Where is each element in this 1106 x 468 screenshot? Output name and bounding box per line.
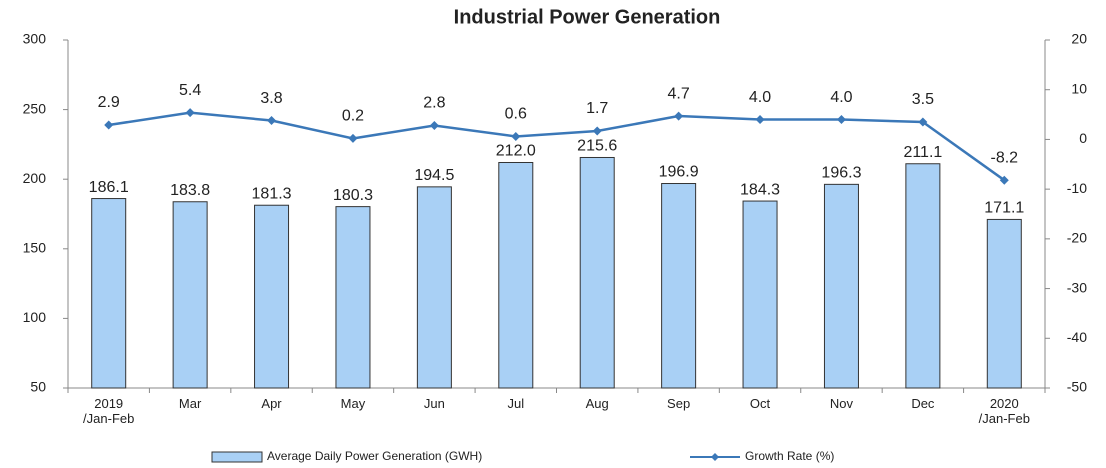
y2-tick-label: -50 [1067, 379, 1087, 395]
x-tick-label: Nov [829, 396, 854, 411]
line-marker [592, 126, 602, 136]
y2-tick-label: 20 [1071, 31, 1087, 47]
legend-marker [711, 453, 719, 461]
bar [498, 161, 534, 389]
x-tick-label: Dec [911, 396, 935, 411]
line-marker [185, 108, 195, 118]
line-marker [104, 120, 114, 130]
bar-value-label: 184.3 [740, 181, 780, 198]
y-tick-label: 300 [23, 31, 47, 47]
bar [91, 198, 127, 389]
bar [905, 163, 941, 389]
x-tick-label: Sep [667, 396, 691, 411]
x-tick-label: Mar [178, 396, 202, 411]
x-tick-label: Oct [749, 396, 771, 411]
line-marker [918, 117, 928, 127]
x-tick-label: May [340, 396, 366, 411]
legend-label: Growth Rate (%) [745, 449, 834, 463]
bar [986, 218, 1022, 389]
bar-value-label: 211.1 [903, 144, 942, 161]
bar [661, 183, 697, 389]
line-marker [267, 116, 277, 126]
x-tick-label: Jun [423, 396, 445, 411]
line-value-label: 5.4 [179, 82, 201, 99]
bar-value-label: 183.8 [170, 182, 210, 199]
x-tick-label: Apr [261, 396, 282, 411]
chart-title: Industrial Power Generation [454, 6, 721, 28]
y-tick-label: 150 [23, 240, 47, 256]
y-tick-label: 250 [23, 100, 47, 116]
x-tick-label: 2020 /Jan-Feb [978, 396, 1030, 426]
line-value-label: 3.5 [912, 91, 934, 108]
y2-tick-label: -20 [1067, 230, 1087, 246]
y2-tick-label: -40 [1067, 329, 1087, 345]
y2-tick-label: -10 [1067, 180, 1087, 196]
line [108, 111, 1006, 182]
line-value-label: 3.8 [260, 90, 282, 107]
y-tick-label: 200 [23, 170, 47, 186]
line-value-label: 2.9 [98, 94, 120, 111]
line-value-label: 4.7 [668, 85, 690, 102]
legend-label: Average Daily Power Generation (GWH) [267, 449, 482, 463]
bar [416, 186, 452, 389]
bar-value-label: 194.5 [414, 167, 454, 184]
line-marker [511, 131, 521, 141]
x-tick-label: Aug [585, 396, 609, 411]
bar-value-label: 180.3 [333, 187, 373, 204]
y-tick-label: 100 [23, 309, 47, 325]
line-marker [836, 115, 846, 125]
legend-swatch [211, 451, 263, 463]
y2-tick-label: 10 [1071, 80, 1087, 96]
line-value-label: 0.6 [505, 106, 527, 123]
bar [742, 200, 778, 389]
line-value-label: 4.0 [749, 89, 771, 106]
y2-tick-label: 0 [1079, 130, 1087, 146]
bar-value-label: 186.1 [89, 179, 129, 196]
line-value-label: 4.0 [830, 89, 852, 106]
bar [172, 201, 208, 389]
bar [823, 183, 859, 389]
line-value-label: 2.8 [423, 95, 445, 112]
line-value-label: 0.2 [342, 108, 364, 125]
line-marker [755, 115, 765, 125]
line-marker [348, 133, 358, 143]
bar-value-label: 215.6 [577, 138, 617, 155]
x-tick-label: Jul [507, 396, 525, 411]
bar-value-label: 212.0 [496, 143, 536, 160]
y2-tick-label: -30 [1067, 279, 1087, 295]
line-value-label: 1.7 [586, 100, 608, 117]
bar [254, 204, 290, 389]
bar [579, 156, 615, 389]
bar-value-label: 181.3 [252, 185, 292, 202]
bar-value-label: 171.1 [984, 200, 1024, 217]
line-value-label: -8.2 [991, 149, 1019, 166]
line-marker [674, 111, 684, 121]
x-tick-label: 2019 /Jan-Feb [83, 396, 135, 426]
bar-value-label: 196.3 [821, 165, 861, 182]
line-marker [429, 121, 439, 131]
y-tick-label: 50 [30, 379, 46, 395]
bar [335, 206, 371, 389]
line-marker [999, 175, 1009, 185]
bar-value-label: 196.9 [659, 164, 699, 181]
